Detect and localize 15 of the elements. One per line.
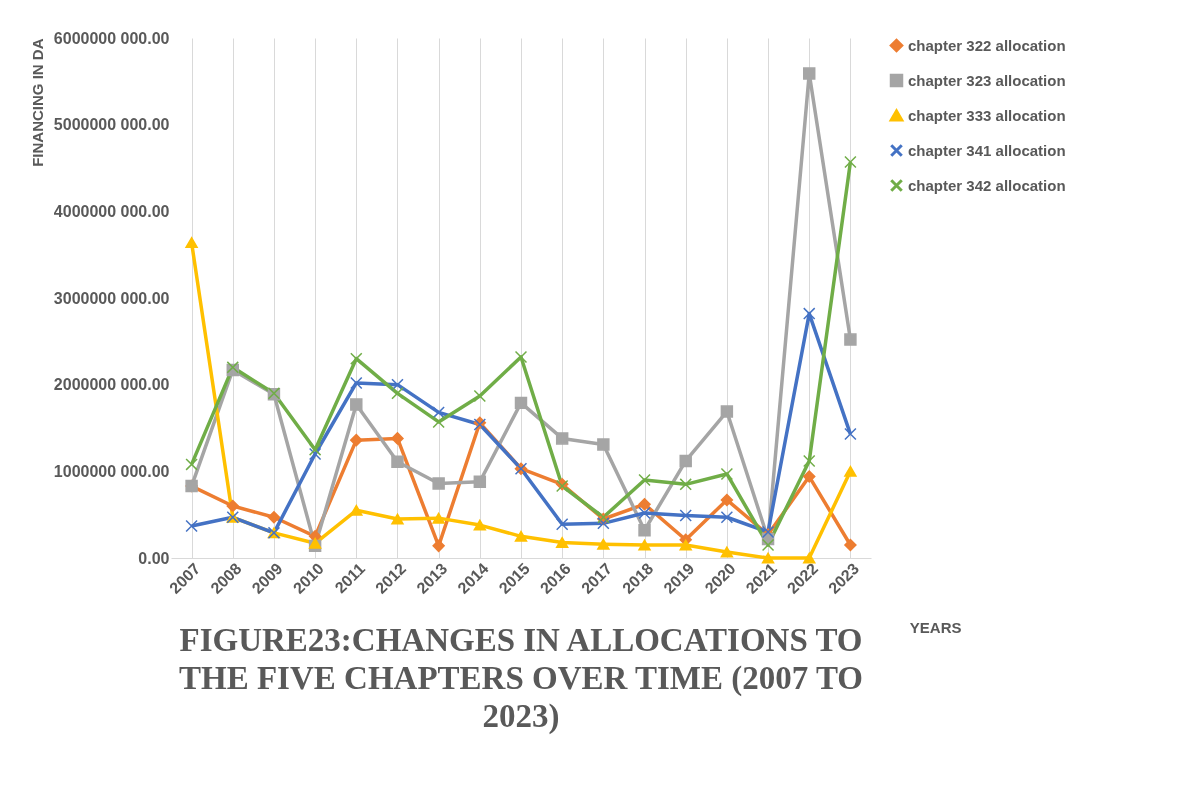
y-tick-label: 3000000 000.00: [53, 289, 170, 307]
legend-label: chapter 333 allocation: [908, 106, 1066, 124]
x-axis-title: YEARS: [909, 618, 962, 636]
y-tick-label: 5000000 000.00: [53, 116, 170, 134]
y-tick-label: 0.00: [138, 549, 170, 567]
y-axis-title: FINANCING IN DA: [28, 38, 46, 167]
legend-label: chapter 323 allocation: [908, 71, 1066, 89]
y-tick-label: 1000000 000.00: [53, 462, 170, 480]
y-tick-label: 2000000 000.00: [53, 376, 170, 394]
legend-label: chapter 341 allocation: [908, 141, 1066, 159]
legend-label: chapter 322 allocation: [908, 36, 1066, 54]
y-tick-label: 4000000 000.00: [53, 202, 170, 220]
text: FIGURE23:CHANGES IN ALLOCATIONS TO THE FIVE CHAPTERS OVER TIME (2007 TO 2023): [179, 622, 863, 735]
y-tick-label: 6000000 000.00: [53, 29, 170, 47]
legend-label: chapter 342 allocation: [908, 176, 1066, 194]
